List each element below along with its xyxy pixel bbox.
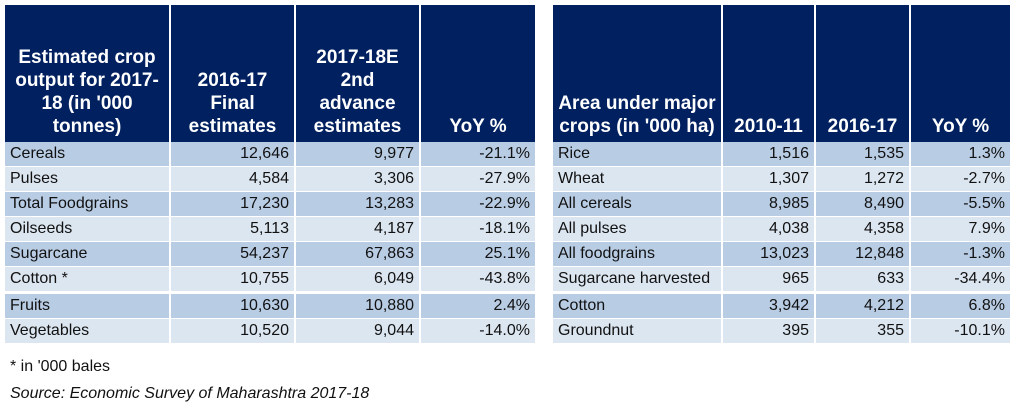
cell-value: 13,023 <box>722 241 816 267</box>
cell-value: -43.8% <box>420 266 535 293</box>
cell-value: 4,187 <box>295 216 421 242</box>
cell-value: 1,516 <box>722 142 816 167</box>
table-row: Total Foodgrains 17,230 13,283 -22.9% <box>5 191 535 217</box>
cell-value: -34.4% <box>910 266 1010 293</box>
cell-value: 9,977 <box>295 142 421 167</box>
cell-value: 10,755 <box>170 266 296 293</box>
table-row: All foodgrains 13,023 12,848 -1.3% <box>553 241 1010 267</box>
crop-area-table: Area under major crops (in '000 ha) 2010-… <box>553 5 1010 344</box>
cell-value: 6.8% <box>910 291 1010 319</box>
cell-value: 25.1% <box>420 241 535 267</box>
cell-value: -10.1% <box>910 318 1010 344</box>
row-label: Sugarcane harvested <box>553 266 723 293</box>
cell-value: 67,863 <box>295 241 421 267</box>
footnote: * in '000 bales <box>10 358 111 375</box>
column-header: 2017-18E 2nd advance estimates <box>295 5 421 142</box>
table-row: Rice 1,516 1,535 1.3% <box>553 142 1010 167</box>
row-label: All foodgrains <box>553 241 723 267</box>
cell-value: 633 <box>815 266 911 293</box>
cell-value: 10,630 <box>170 291 296 319</box>
table-row: Cotton 3,942 4,212 6.8% <box>553 291 1010 319</box>
cell-value: 3,942 <box>722 291 816 319</box>
cell-value: 5,113 <box>170 216 296 242</box>
row-label: All pulses <box>553 216 723 242</box>
cell-value: -27.9% <box>420 166 535 192</box>
cell-value: -14.0% <box>420 318 535 344</box>
cell-value: -5.5% <box>910 191 1010 217</box>
cell-value: 1,272 <box>815 166 911 192</box>
row-label: Wheat <box>553 166 723 192</box>
row-label: Groundnut <box>553 318 723 344</box>
cell-value: 4,038 <box>722 216 816 242</box>
table-row: Pulses 4,584 3,306 -27.9% <box>5 166 535 192</box>
column-header: Estimated crop output for 2017-18 (in '0… <box>5 5 171 142</box>
cell-value: 10,880 <box>295 291 421 319</box>
cell-value: 17,230 <box>170 191 296 217</box>
cell-value: 355 <box>815 318 911 344</box>
cell-value: 6,049 <box>295 266 421 293</box>
row-label: Cereals <box>5 142 171 167</box>
cell-value: 54,237 <box>170 241 296 267</box>
table-row: Sugarcane harvested 965 633 -34.4% <box>553 266 1010 293</box>
table-row: Cereals 12,646 9,977 -21.1% <box>5 142 535 167</box>
cell-value: 1,307 <box>722 166 816 192</box>
row-label: Oilseeds <box>5 216 171 242</box>
cell-value: 2.4% <box>420 291 535 319</box>
cell-value: 395 <box>722 318 816 344</box>
row-label: All cereals <box>553 191 723 217</box>
column-header: 2016-17 <box>815 5 911 142</box>
column-header: 2016-17 Final estimates <box>170 5 296 142</box>
row-label: Cotton <box>553 291 723 319</box>
table-row: All cereals 8,985 8,490 -5.5% <box>553 191 1010 217</box>
table-row: Wheat 1,307 1,272 -2.7% <box>553 166 1010 192</box>
cell-value: 965 <box>722 266 816 293</box>
cell-value: 4,212 <box>815 291 911 319</box>
cell-value: -2.7% <box>910 166 1010 192</box>
cell-value: -21.1% <box>420 142 535 167</box>
row-label: Fruits <box>5 291 171 319</box>
row-label: Pulses <box>5 166 171 192</box>
cell-value: 1.3% <box>910 142 1010 167</box>
cell-value: -1.3% <box>910 241 1010 267</box>
table-row: Cotton * 10,755 6,049 -43.8% <box>5 266 535 293</box>
cell-value: 4,584 <box>170 166 296 192</box>
cell-value: 12,848 <box>815 241 911 267</box>
cell-value: 9,044 <box>295 318 421 344</box>
table-row: Oilseeds 5,113 4,187 -18.1% <box>5 216 535 242</box>
table-row: Vegetables 10,520 9,044 -14.0% <box>5 318 535 344</box>
cell-value: 4,358 <box>815 216 911 242</box>
row-label: Cotton * <box>5 266 171 293</box>
cell-value: 7.9% <box>910 216 1010 242</box>
row-label: Sugarcane <box>5 241 171 267</box>
cell-value: -18.1% <box>420 216 535 242</box>
cell-value: 10,520 <box>170 318 296 344</box>
row-label: Vegetables <box>5 318 171 344</box>
cell-value: 3,306 <box>295 166 421 192</box>
column-header: 2010-11 <box>722 5 816 142</box>
column-header: YoY % <box>910 5 1010 142</box>
table-row: Groundnut 395 355 -10.1% <box>553 318 1010 344</box>
source-note: Source: Economic Survey of Maharashtra 2… <box>10 385 370 402</box>
cell-value: 12,646 <box>170 142 296 167</box>
cell-value: 13,283 <box>295 191 421 217</box>
column-header: Area under major crops (in '000 ha) <box>553 5 723 142</box>
column-header: YoY % <box>420 5 535 142</box>
row-label: Total Foodgrains <box>5 191 171 217</box>
row-label: Rice <box>553 142 723 167</box>
cell-value: 8,985 <box>722 191 816 217</box>
table-row: All pulses 4,038 4,358 7.9% <box>553 216 1010 242</box>
table-row: Fruits 10,630 10,880 2.4% <box>5 291 535 319</box>
cell-value: 1,535 <box>815 142 911 167</box>
crop-output-table: Estimated crop output for 2017-18 (in '0… <box>5 5 535 344</box>
table-row: Sugarcane 54,237 67,863 25.1% <box>5 241 535 267</box>
cell-value: 8,490 <box>815 191 911 217</box>
cell-value: -22.9% <box>420 191 535 217</box>
